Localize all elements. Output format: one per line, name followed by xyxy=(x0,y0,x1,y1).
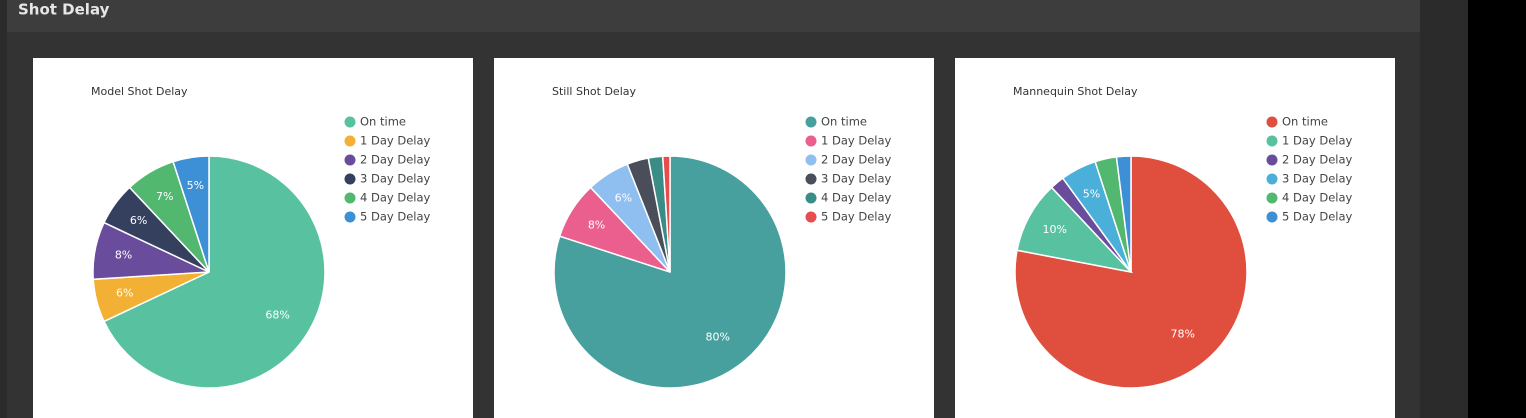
value-label: 6% xyxy=(615,192,632,205)
legend-label: 1 Day Delay xyxy=(360,134,431,148)
value-label: 68% xyxy=(265,309,289,322)
section-title: Shot Delay xyxy=(18,1,110,19)
legend-marker xyxy=(344,173,356,185)
legend-label: 2 Day Delay xyxy=(821,153,892,167)
pie-slice xyxy=(1016,186,1134,274)
legend-marker xyxy=(805,135,817,147)
value-label: 6% xyxy=(116,287,133,300)
legend-marker xyxy=(1266,116,1278,128)
pie-slice xyxy=(661,155,671,273)
legend-label: 5 Day Delay xyxy=(821,210,892,224)
value-label: 8% xyxy=(588,218,605,231)
value-label: 6% xyxy=(130,214,147,227)
legend-marker xyxy=(344,192,356,204)
legend-marker xyxy=(1266,211,1278,223)
pie-slice xyxy=(1115,155,1132,273)
legend-label: 3 Day Delay xyxy=(1282,172,1353,186)
legend-label: 2 Day Delay xyxy=(1282,153,1353,167)
pie-slice xyxy=(172,155,210,273)
chart-title: Mannequin Shot Delay xyxy=(1013,85,1138,98)
legend-marker xyxy=(805,173,817,185)
legend-marker xyxy=(344,116,356,128)
legend-marker xyxy=(1266,192,1278,204)
legend-label: 1 Day Delay xyxy=(821,134,892,148)
legend-marker xyxy=(805,154,817,166)
chart-title: Still Shot Delay xyxy=(552,85,636,98)
legend-label: 4 Day Delay xyxy=(821,191,892,205)
legend-label: 4 Day Delay xyxy=(360,191,431,205)
legend-label: 3 Day Delay xyxy=(821,172,892,186)
pie-slice xyxy=(103,155,326,389)
legend-label: 2 Day Delay xyxy=(360,153,431,167)
value-label: 5% xyxy=(187,179,204,192)
legend-label: 5 Day Delay xyxy=(360,210,431,224)
header-bar xyxy=(7,0,1420,32)
legend-marker xyxy=(805,192,817,204)
legend-marker xyxy=(1266,154,1278,166)
value-label: 5% xyxy=(1083,187,1100,200)
legend-marker xyxy=(805,116,817,128)
value-label: 8% xyxy=(115,249,132,262)
legend-label: 5 Day Delay xyxy=(1282,210,1353,224)
legend-marker xyxy=(1266,173,1278,185)
edge xyxy=(1468,0,1526,418)
legend-label: 4 Day Delay xyxy=(1282,191,1353,205)
legend-label: 1 Day Delay xyxy=(1282,134,1353,148)
legend-label: On time xyxy=(821,115,867,129)
legend-label: On time xyxy=(1282,115,1328,129)
legend-marker xyxy=(805,211,817,223)
chart-title: Model Shot Delay xyxy=(91,85,188,98)
legend-marker xyxy=(344,135,356,147)
legend-marker xyxy=(344,211,356,223)
legend-marker xyxy=(1266,135,1278,147)
value-label: 10% xyxy=(1043,223,1067,236)
value-label: 80% xyxy=(706,331,730,344)
pie-slice xyxy=(553,155,787,389)
value-label: 78% xyxy=(1171,328,1195,341)
legend-label: On time xyxy=(360,115,406,129)
legend-marker xyxy=(344,154,356,166)
legend-label: 3 Day Delay xyxy=(360,172,431,186)
value-label: 7% xyxy=(156,190,173,203)
